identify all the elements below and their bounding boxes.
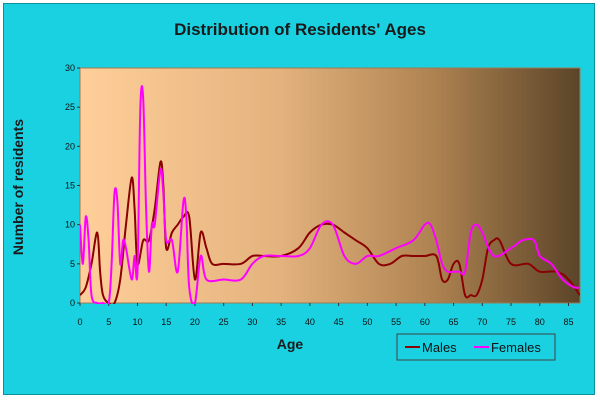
chart-title: Distribution of Residents' Ages <box>174 20 426 39</box>
y-axis-label: Number of residents <box>10 119 26 255</box>
x-tick-label: 10 <box>132 317 142 327</box>
x-tick-label: 40 <box>305 317 315 327</box>
x-tick-label: 20 <box>190 317 200 327</box>
x-tick-label: 80 <box>535 317 545 327</box>
x-tick-label: 45 <box>334 317 344 327</box>
y-tick-label: 10 <box>65 220 75 230</box>
x-tick-label: 75 <box>506 317 516 327</box>
y-axis: 0 5 10 15 20 25 30 <box>65 63 80 308</box>
x-tick-label: 70 <box>477 317 487 327</box>
y-tick-label: 15 <box>65 181 75 191</box>
x-tick-label: 5 <box>106 317 111 327</box>
legend-label-males: Males <box>422 340 457 355</box>
legend-label-females: Females <box>491 340 541 355</box>
x-tick-label: 85 <box>563 317 573 327</box>
x-axis: 0 5 10 15 20 25 30 35 40 45 50 55 60 65 70 75 80 85 <box>77 303 574 327</box>
x-tick-label: 30 <box>247 317 257 327</box>
plot-area <box>79 67 581 304</box>
x-tick-label: 35 <box>276 317 286 327</box>
y-tick-label: 5 <box>70 259 75 269</box>
x-tick-label: 0 <box>77 317 82 327</box>
y-tick-label: 20 <box>65 141 75 151</box>
x-tick-label: 15 <box>161 317 171 327</box>
x-tick-label: 65 <box>449 317 459 327</box>
x-axis-label: Age <box>277 336 304 352</box>
x-tick-label: 50 <box>362 317 372 327</box>
x-tick-label: 25 <box>219 317 229 327</box>
y-tick-label: 30 <box>65 63 75 73</box>
y-tick-label: 25 <box>65 102 75 112</box>
x-tick-label: 55 <box>391 317 401 327</box>
x-tick-label: 60 <box>420 317 430 327</box>
legend: Males Females <box>396 333 556 361</box>
y-tick-label: 0 <box>70 298 75 308</box>
series-line-females <box>80 85 580 304</box>
series-layer <box>80 85 580 304</box>
